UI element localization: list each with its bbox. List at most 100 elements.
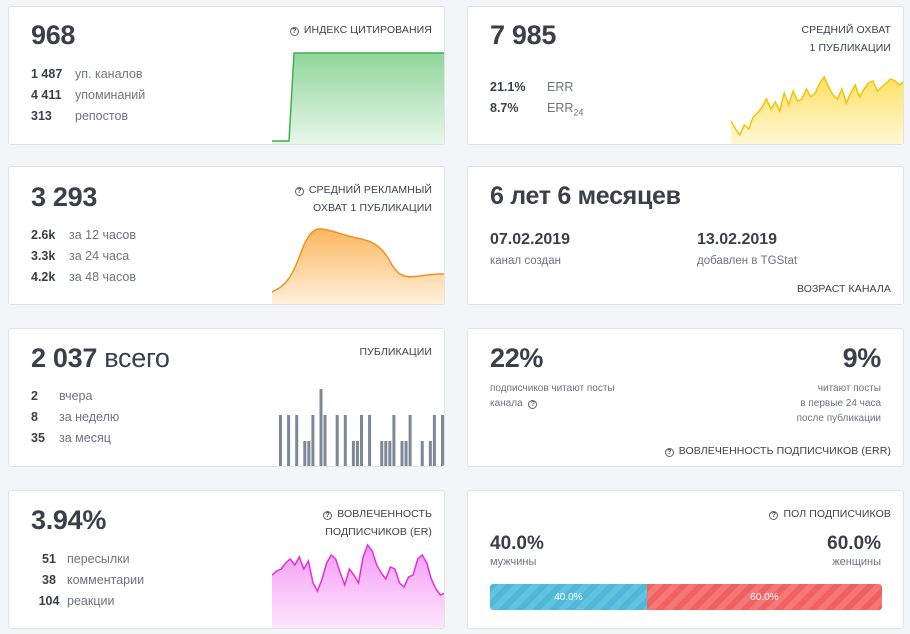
reach-chart bbox=[731, 75, 903, 144]
publication-bar bbox=[368, 415, 372, 466]
publication-bar bbox=[388, 441, 392, 466]
err24-row: 8.7% ERR24 bbox=[490, 101, 584, 118]
ad-reach-area bbox=[272, 228, 444, 304]
channel-age-card[interactable]: 6 лет 6 месяцев 07.02.2019 канал создан … bbox=[467, 166, 904, 305]
stat-row: 104 реакции bbox=[38, 594, 115, 608]
ad-reach-stats: 2.6k за 12 часов 3.3k за 24 часа 4.2k за 48… bbox=[31, 225, 136, 288]
publication-bar bbox=[295, 415, 299, 466]
publication-bar bbox=[335, 415, 339, 466]
created-date: 07.02.2019 bbox=[490, 231, 571, 248]
publication-bar bbox=[420, 441, 424, 466]
read-24h-text: читают посты в первые 24 часа после публ… bbox=[796, 383, 881, 424]
female-bar-segment[interactable]: 60.0% bbox=[646, 584, 882, 610]
publication-bar bbox=[351, 441, 355, 466]
publication-bar bbox=[311, 415, 315, 466]
publication-bar bbox=[323, 415, 327, 466]
help-icon[interactable]: ? bbox=[769, 511, 779, 520]
err-row: 21.1% ERR bbox=[490, 80, 574, 94]
publication-bar bbox=[400, 441, 404, 466]
publications-label: ПУБЛИКАЦИИ bbox=[359, 346, 432, 358]
citation-line bbox=[272, 52, 444, 142]
er-area bbox=[272, 545, 444, 628]
added-date: 13.02.2019 bbox=[697, 231, 778, 248]
publication-bar bbox=[287, 415, 291, 466]
er-card[interactable]: 3.94% ? ВОВЛЕЧЕННОСТЬ ПОДПИСЧИКОВ (ER) 51… bbox=[8, 490, 445, 629]
citation-stats: 1 487 уп. каналов 4 411 упоминаний 313 репо… bbox=[31, 64, 145, 127]
stat-row: 4 411 упоминаний bbox=[31, 88, 146, 102]
engagement-err-label: ? ВОВЛЕЧЕННОСТЬ ПОДПИСЧИКОВ (ERR) bbox=[664, 442, 891, 460]
publication-bar bbox=[303, 441, 307, 466]
added-block: 13.02.2019 добавлен в TGStat bbox=[697, 229, 797, 271]
publications-card[interactable]: 2 037 всего ПУБЛИКАЦИИ 2 вчера 8 за неделю… bbox=[8, 328, 445, 467]
publication-bar bbox=[404, 441, 408, 466]
publication-bar bbox=[392, 415, 396, 466]
publication-bar bbox=[279, 415, 282, 466]
help-icon[interactable]: ? bbox=[289, 27, 299, 36]
created-block: 07.02.2019 канал создан bbox=[490, 229, 570, 271]
reach-value: 7 985 bbox=[490, 20, 557, 50]
citation-index-value: 968 bbox=[31, 20, 76, 50]
read-share-value: 22% bbox=[490, 343, 544, 373]
publications-value: 2 037 всего bbox=[31, 343, 170, 373]
stat-row: 51 пересылки bbox=[42, 552, 130, 566]
stat-row: 4.2k за 48 часов bbox=[31, 270, 136, 284]
ad-reach-card[interactable]: 3 293 ? СРЕДНИЙ РЕКЛАМНЫЙ ОХВАТ 1 ПУБЛИКА… bbox=[8, 166, 445, 305]
publication-bar bbox=[355, 441, 359, 466]
reach-stats: 21.1% ERR 8.7% ERR24 bbox=[490, 77, 583, 124]
read-share-text: подписчиков читают посты канала ? bbox=[490, 383, 615, 409]
female-value: 60.0% bbox=[827, 533, 881, 554]
publication-bar bbox=[380, 441, 384, 466]
publication-bar bbox=[428, 441, 432, 466]
publications-stats: 2 вчера 8 за неделю 35 за месяц bbox=[31, 386, 119, 449]
ad-reach-line bbox=[272, 228, 444, 293]
publication-bar bbox=[343, 415, 347, 466]
ad-reach-label: ? СРЕДНИЙ РЕКЛАМНЫЙ ОХВАТ 1 ПУБЛИКАЦИИ bbox=[294, 181, 432, 217]
female-label: женщины bbox=[832, 556, 881, 568]
er-chart bbox=[272, 543, 444, 628]
engagement-err-card[interactable]: 22% подписчиков читают посты канала ? 9%… bbox=[467, 328, 904, 467]
ad-reach-value: 3 293 bbox=[31, 182, 98, 212]
er-label: ? ВОВЛЕЧЕННОСТЬ ПОДПИСЧИКОВ (ER) bbox=[323, 505, 432, 541]
gender-card[interactable]: ? ПОЛ ПОДПИСЧИКОВ 40.0% мужчины 60.0% жен… bbox=[467, 490, 904, 629]
female-block: 60.0% женщины bbox=[827, 533, 881, 569]
er-line bbox=[272, 543, 444, 596]
created-label: канал создан bbox=[490, 255, 561, 267]
publication-bar bbox=[307, 441, 311, 466]
citation-area bbox=[272, 53, 444, 144]
channel-age-value: 6 лет 6 месяцев bbox=[490, 182, 681, 210]
stat-row: 3.3k за 24 часа bbox=[31, 249, 130, 263]
male-label: мужчины bbox=[490, 556, 537, 568]
publication-bar bbox=[441, 415, 444, 466]
reach-line bbox=[731, 75, 903, 137]
male-bar-segment[interactable]: 40.0% bbox=[490, 584, 647, 610]
citation-index-label: ? ИНДЕКС ЦИТИРОВАНИЯ bbox=[289, 21, 432, 39]
publication-bar bbox=[408, 415, 412, 466]
stat-row: 2.6k за 12 часов bbox=[31, 228, 136, 242]
publication-bar bbox=[319, 389, 323, 466]
stat-row: 38 комментарии bbox=[42, 573, 145, 587]
help-icon[interactable]: ? bbox=[323, 511, 333, 520]
stat-row: 1 487 уп. каналов bbox=[31, 67, 143, 81]
channel-age-label: ВОЗРАСТ КАНАЛА bbox=[796, 283, 891, 295]
read-24h-value: 9% bbox=[842, 343, 882, 373]
citation-index-chart bbox=[272, 52, 444, 144]
publication-bar bbox=[432, 415, 436, 466]
stat-row: 2 вчера bbox=[31, 389, 93, 403]
help-icon[interactable]: ? bbox=[528, 400, 538, 409]
ad-reach-chart bbox=[272, 228, 444, 304]
help-icon[interactable]: ? bbox=[664, 448, 674, 457]
er-stats: 51 пересылки 38 комментарии 104 реакции bbox=[31, 549, 145, 612]
help-icon[interactable]: ? bbox=[294, 187, 304, 196]
stat-row: 313 репостов bbox=[31, 109, 129, 123]
male-block: 40.0% мужчины bbox=[490, 533, 544, 569]
reach-card[interactable]: 7 985 СРЕДНИЙ ОХВАТ 1 ПУБЛИКАЦИИ 21.1% ER… bbox=[467, 6, 904, 145]
publication-bar bbox=[384, 441, 388, 466]
stat-row: 35 за месяц bbox=[31, 431, 111, 445]
gender-bar: 40.0% 60.0% bbox=[490, 584, 882, 610]
citation-index-card[interactable]: 968 ? ИНДЕКС ЦИТИРОВАНИЯ 1 487 уп. каналов… bbox=[8, 6, 445, 145]
er-value: 3.94% bbox=[31, 505, 107, 535]
gender-label: ? ПОЛ ПОДПИСЧИКОВ bbox=[769, 505, 891, 523]
male-value: 40.0% bbox=[490, 533, 544, 554]
publications-chart bbox=[279, 389, 444, 466]
added-label: добавлен в TGStat bbox=[697, 255, 798, 267]
